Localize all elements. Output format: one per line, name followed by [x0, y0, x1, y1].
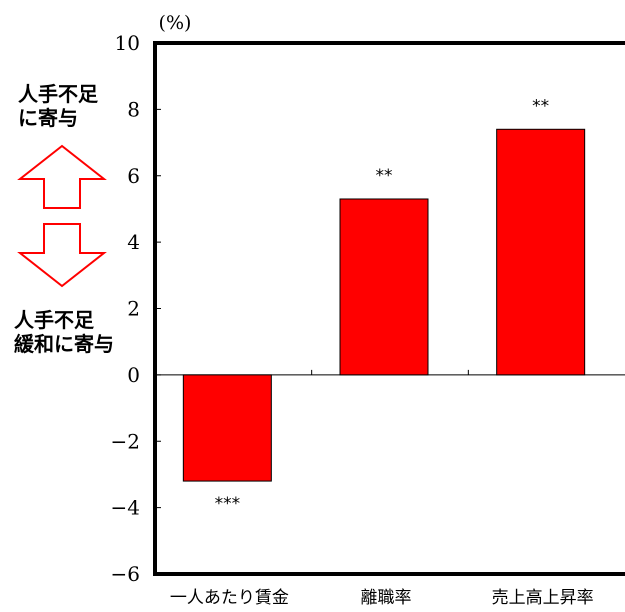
up-arrow-icon	[17, 144, 107, 209]
y-tick-label: 4	[127, 230, 140, 254]
y-tick-label: 6	[127, 164, 140, 188]
y-tick-label: 10	[115, 31, 140, 55]
bar	[182, 374, 272, 482]
y-tick-label: −4	[111, 496, 140, 520]
y-tick-label: 0	[127, 363, 140, 387]
significance-label: **	[376, 166, 393, 186]
significance-label: **	[532, 96, 549, 116]
bar	[339, 198, 429, 376]
bar	[496, 128, 586, 376]
annotation-down-line2: 緩和に寄与	[14, 332, 114, 356]
unit-label: (%)	[159, 12, 192, 34]
annotation-down-line1: 人手不足	[14, 308, 94, 332]
arrows	[17, 144, 107, 288]
annotation-up: 人手不足 に寄与	[18, 82, 98, 130]
significance-label: ***	[215, 494, 241, 514]
y-tick-label: 8	[127, 97, 140, 121]
y-tick-label: −6	[111, 562, 140, 586]
y-tick-label: −2	[111, 429, 140, 453]
category-label: 売上高上昇率	[492, 588, 594, 608]
plot-area: 10 8 6 4 2 0 −2 −4 −6 *** 一人あたり賃金 ** 離職率 ** 売上高上昇率	[111, 31, 625, 608]
category-label: 一人あたり賃金	[170, 588, 289, 608]
annotation-up-line2: に寄与	[18, 106, 78, 130]
annotation-down: 人手不足 緩和に寄与	[14, 308, 114, 356]
y-tick-label: 2	[127, 297, 140, 321]
annotation-up-line1: 人手不足	[18, 82, 98, 106]
category-label: 離職率	[361, 588, 412, 608]
down-arrow-icon	[17, 223, 107, 288]
